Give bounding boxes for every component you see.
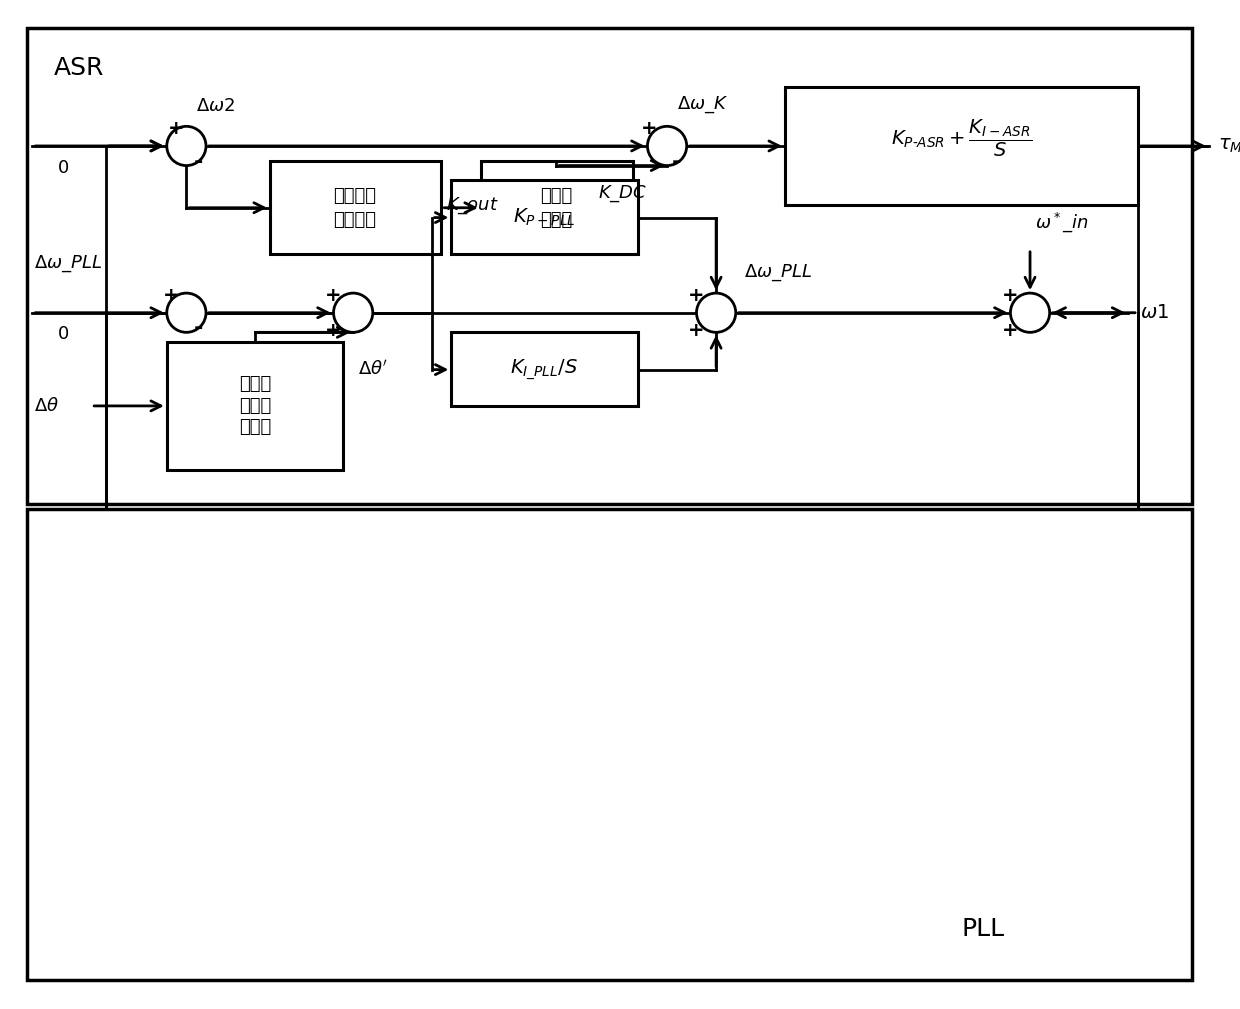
Text: -: - — [193, 151, 203, 172]
Text: $K_{I\_PLL}/S$: $K_{I\_PLL}/S$ — [511, 357, 578, 381]
Text: 除算法: 除算法 — [239, 419, 272, 437]
Circle shape — [647, 126, 687, 165]
Text: 流成分: 流成分 — [541, 211, 573, 228]
Text: $\omega1$: $\omega1$ — [1140, 304, 1169, 322]
Bar — [166, 342, 343, 469]
Text: $\tau_{M}$: $\tau_{M}$ — [1219, 136, 1240, 155]
Text: +: + — [1002, 286, 1019, 305]
Bar — [481, 160, 632, 254]
Text: +: + — [325, 321, 342, 340]
Circle shape — [334, 293, 373, 332]
Text: $\Delta\theta'$: $\Delta\theta'$ — [358, 360, 388, 378]
Text: $\Delta\omega\_PLL$: $\Delta\omega\_PLL$ — [35, 253, 103, 273]
Bar — [270, 160, 441, 254]
Text: +: + — [1002, 321, 1019, 340]
Text: 0: 0 — [58, 325, 69, 343]
Text: +: + — [688, 286, 704, 305]
Text: 速度波动: 速度波动 — [334, 187, 377, 205]
Text: -: - — [672, 151, 682, 172]
Text: $\omega^*\_in$: $\omega^*\_in$ — [1035, 211, 1089, 234]
Text: $K_{P-PLL}$: $K_{P-PLL}$ — [513, 207, 575, 228]
Text: $\Delta\omega\_PLL$: $\Delta\omega\_PLL$ — [744, 262, 812, 284]
Text: +: + — [325, 286, 342, 305]
Text: $\Delta\omega2$: $\Delta\omega2$ — [196, 97, 236, 115]
Text: $K\_DC$: $K\_DC$ — [599, 184, 647, 204]
Text: $\Delta\omega\_K$: $\Delta\omega\_K$ — [677, 94, 728, 115]
Bar — [27, 28, 1192, 504]
Circle shape — [166, 293, 206, 332]
Text: $\Delta\theta$: $\Delta\theta$ — [35, 397, 60, 415]
Circle shape — [166, 126, 206, 165]
Text: +: + — [641, 119, 657, 138]
Text: PLL: PLL — [961, 916, 1004, 940]
Bar — [785, 87, 1138, 205]
Text: +: + — [688, 321, 704, 340]
Text: 提取直: 提取直 — [541, 187, 573, 205]
Text: +: + — [162, 286, 179, 305]
Text: 0: 0 — [58, 158, 69, 177]
Bar — [27, 509, 1192, 980]
Text: 轴误差: 轴误差 — [239, 375, 272, 394]
Text: -: - — [193, 319, 203, 338]
Text: 波动滤: 波动滤 — [239, 397, 272, 415]
Text: $K_{P\text{-}ASR}+\dfrac{K_{I-ASR}}{S}$: $K_{P\text{-}ASR}+\dfrac{K_{I-ASR}}{S}$ — [890, 117, 1032, 158]
Text: ASR: ASR — [55, 55, 104, 80]
Text: +: + — [169, 119, 185, 138]
Text: $K\_out$: $K\_out$ — [446, 196, 500, 216]
Circle shape — [1011, 293, 1050, 332]
Circle shape — [697, 293, 735, 332]
Text: 提取算法: 提取算法 — [334, 211, 377, 228]
Bar — [451, 181, 637, 254]
Bar — [451, 332, 637, 406]
